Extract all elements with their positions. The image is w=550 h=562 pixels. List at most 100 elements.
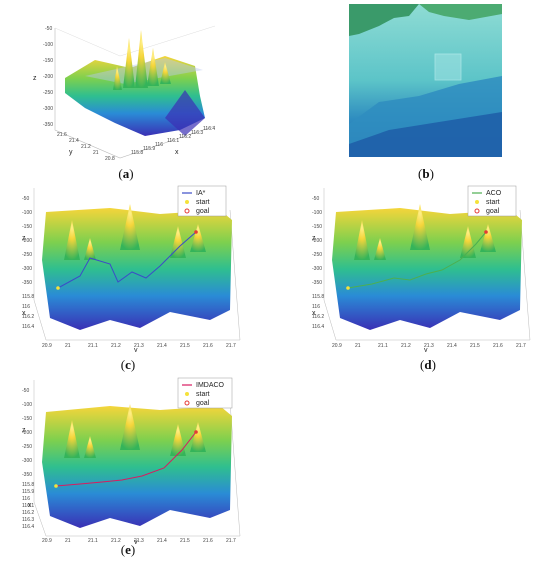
y-tick: 21.7 xyxy=(226,343,236,349)
y-tick: 21 xyxy=(355,343,361,349)
y-tick: 20.9 xyxy=(42,538,52,544)
y-tick: 21.4 xyxy=(447,343,457,349)
caption-b: (b) xyxy=(418,166,434,181)
y-tick: 21.6 xyxy=(203,343,213,349)
y-tick: 21.7 xyxy=(226,538,236,544)
panel-d-path: ACO start goal -50 -100 -150 -200 -250 -… xyxy=(310,180,535,352)
z-tick: -100 xyxy=(22,210,32,216)
x-axis-label: x xyxy=(175,149,179,156)
legend-method-e: IMDACO xyxy=(196,382,225,389)
x-tick: 116.4 xyxy=(203,126,215,132)
caption-a: (a) xyxy=(118,166,134,181)
z-tick: -50 xyxy=(45,26,52,32)
z-tick: -200 xyxy=(22,430,32,436)
path-line-d xyxy=(347,231,487,289)
y-tick: 21 xyxy=(65,538,71,544)
z-axis-label: z xyxy=(22,427,26,434)
x-tick: 115.8 xyxy=(22,482,34,488)
x-tick: 116.3 xyxy=(191,130,203,136)
start-marker xyxy=(54,484,58,488)
z-tick: -350 xyxy=(22,472,32,478)
x-tick: 116 xyxy=(22,304,30,310)
y-tick: 21.7 xyxy=(516,343,526,349)
y-tick: 21.2 xyxy=(401,343,411,349)
y-tick: 21.6 xyxy=(203,538,213,544)
y-tick: 21.3 xyxy=(134,343,144,349)
goal-marker xyxy=(484,230,488,234)
z-tick: -300 xyxy=(312,266,322,272)
y-tick: 21.2 xyxy=(111,343,121,349)
x-tick: 116 xyxy=(155,142,163,148)
x-tick: 116.2 xyxy=(22,510,34,516)
y-tick: 21.5 xyxy=(470,343,480,349)
z-tick: -100 xyxy=(312,210,322,216)
caption-e: (e) xyxy=(120,542,136,557)
z-tick: -150 xyxy=(43,58,53,64)
legend-goal-e: goal xyxy=(196,400,210,407)
x-tick: 116.3 xyxy=(22,517,34,523)
x-tick: 116.2 xyxy=(22,314,34,320)
y-tick: 21.1 xyxy=(88,343,98,349)
x-tick: 116.2 xyxy=(179,134,191,140)
z-tick: -300 xyxy=(22,458,32,464)
study-area-box xyxy=(434,53,462,81)
x-tick: 115.8 xyxy=(22,294,34,300)
legend-method-c: IA* xyxy=(196,190,206,197)
z-tick: -300 xyxy=(43,106,53,112)
x-tick: 115.8 xyxy=(131,150,143,156)
x-tick: 115.8 xyxy=(312,294,324,300)
x-tick: 116.4 xyxy=(22,524,34,530)
path-plot-d: ACO start goal -50 -100 -150 -200 -250 -… xyxy=(312,185,531,352)
z-axis-label: z xyxy=(33,75,37,82)
bathymetry-map xyxy=(349,4,502,157)
z-tick: -250 xyxy=(22,444,32,450)
z-tick: -350 xyxy=(312,280,322,286)
x-axis-label: x xyxy=(22,310,26,317)
y-tick: 21.5 xyxy=(180,538,190,544)
y-tick: 21.3 xyxy=(134,538,144,544)
z-tick: -200 xyxy=(312,238,322,244)
panel-c-path: IA* start goal -50 -100 -150 -200 -250 -… xyxy=(20,180,245,352)
x-tick: 115.9 xyxy=(143,146,155,152)
y-tick: 21.1 xyxy=(378,343,388,349)
z-tick: -350 xyxy=(22,280,32,286)
x-tick: 116.4 xyxy=(22,324,34,330)
legend-goal-d: goal xyxy=(486,208,500,215)
z-tick: -250 xyxy=(22,252,32,258)
y-axis-label: y xyxy=(424,347,428,352)
y-tick: 21.6 xyxy=(493,343,503,349)
path-plot-c: IA* start goal -50 -100 -150 -200 -250 -… xyxy=(22,185,241,352)
x-tick: 116.2 xyxy=(312,314,324,320)
path-line-c xyxy=(57,231,197,289)
goal-marker xyxy=(194,230,198,234)
x-tick: 116.1 xyxy=(167,138,179,144)
legend-start-d: start xyxy=(486,199,500,206)
y-tick: 21 xyxy=(93,150,99,156)
z-tick: -50 xyxy=(22,196,29,202)
z-tick: -150 xyxy=(312,224,322,230)
x-axis-label: x xyxy=(28,502,32,509)
y-tick: 21.5 xyxy=(180,343,190,349)
y-tick: 21.4 xyxy=(69,138,79,144)
legend-method-d: ACO xyxy=(486,190,502,197)
path-line-e xyxy=(55,431,197,487)
y-axis-label: y xyxy=(69,149,73,156)
path-plot-e: IMDACO start goal -50 -100 -150 -200 -25… xyxy=(22,377,241,544)
z-axis-label: z xyxy=(22,235,26,242)
surface-plot-a: -50 -100 -150 -200 -250 -300 -350 21.6 2… xyxy=(33,25,215,162)
y-tick: 20.8 xyxy=(105,156,115,162)
z-tick: -200 xyxy=(43,74,53,80)
caption-c: (c) xyxy=(120,357,136,372)
z-tick: -150 xyxy=(22,416,32,422)
y-tick: 21.6 xyxy=(57,132,67,138)
panel-a-surface: -50 -100 -150 -200 -250 -300 -350 21.6 2… xyxy=(25,18,225,163)
z-tick: -250 xyxy=(312,252,322,258)
z-axis-label: z xyxy=(312,235,316,242)
legend-start-e: start xyxy=(196,391,210,398)
z-tick: -200 xyxy=(22,238,32,244)
caption-d: (d) xyxy=(420,357,436,372)
panel-e-path: IMDACO start goal -50 -100 -150 -200 -25… xyxy=(20,372,245,544)
y-tick: 21.4 xyxy=(157,343,167,349)
z-tick: -50 xyxy=(312,196,319,202)
z-tick: -100 xyxy=(43,42,53,48)
